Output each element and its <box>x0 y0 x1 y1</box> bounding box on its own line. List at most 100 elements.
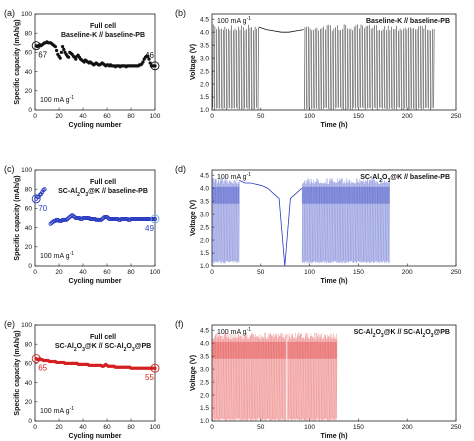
cycling-block <box>301 177 390 264</box>
x-tick-label: 20 <box>55 113 63 120</box>
y-tick-label: 2.5 <box>200 224 209 231</box>
data-point <box>53 45 58 49</box>
x-axis-label: Time (h) <box>320 433 347 440</box>
y-tick-label: 60 <box>25 361 33 368</box>
y-axis-label: Specific capacity (mAh/g) <box>14 175 21 260</box>
y-tick-label: 1.0 <box>200 107 209 114</box>
x-tick-label: 0 <box>33 269 37 276</box>
data-point <box>58 56 62 60</box>
panel-title-line-1: Full cell <box>90 179 116 186</box>
y-tick-label: 20 <box>25 399 33 406</box>
panel-label: (f) <box>175 319 184 329</box>
y-tick-label: 3.0 <box>200 211 209 218</box>
x-tick-label: 100 <box>150 424 161 431</box>
voltage-trace <box>212 24 435 110</box>
y-tick-label: 2.0 <box>200 237 209 244</box>
y-tick-label: 4.0 <box>200 29 209 36</box>
y-tick-label: 100 <box>21 167 32 174</box>
data-point <box>153 366 157 370</box>
y-tick-label: 0 <box>28 107 32 114</box>
voltage-band <box>287 341 337 359</box>
voltage-trace <box>212 332 338 421</box>
y-tick-label: 3.5 <box>200 353 209 360</box>
y-tick-label: 80 <box>25 186 33 193</box>
voltage-trace <box>212 177 390 266</box>
y-tick-label: 3.0 <box>200 55 209 62</box>
data-point <box>62 47 66 52</box>
panel-title: SC-Al2O3@K // baseline-PB <box>360 174 450 184</box>
y-tick-label: 4.5 <box>200 16 209 23</box>
x-tick-label: 40 <box>79 113 87 120</box>
rate-label: 100 mA g-1 <box>217 327 251 336</box>
cycling-block <box>212 332 287 421</box>
panel-label: (b) <box>175 8 186 18</box>
y-tick-label: 40 <box>25 225 33 232</box>
y-tick-label: 4.5 <box>200 327 209 334</box>
x-tick-label: 150 <box>353 424 364 431</box>
data-point <box>146 54 150 58</box>
x-tick-label: 100 <box>150 269 161 276</box>
panel-title-line-2: SC-Al2O3@K // baseline-PB <box>58 188 148 198</box>
start-marker <box>31 354 41 364</box>
rate-label: 100 mA g-1 <box>217 16 251 25</box>
end-marker <box>150 363 160 373</box>
data-point <box>42 187 47 192</box>
x-tick-label: 40 <box>79 269 87 276</box>
x-tick-label: 60 <box>103 113 111 120</box>
x-tick-label: 250 <box>451 269 462 276</box>
y-tick-label: 0 <box>28 263 32 270</box>
rate-label: 100 mA g-1 <box>217 172 251 181</box>
y-tick-label: 4.5 <box>200 172 209 179</box>
y-tick-label: 20 <box>25 88 33 95</box>
x-axis-label: Time (h) <box>320 122 347 129</box>
x-tick-label: 0 <box>33 424 37 431</box>
x-tick-label: 20 <box>55 424 63 431</box>
panel-e: (e) 0 20 40 60 80 100 0 20 40 60 80 100 Cycling numbe… <box>4 319 161 440</box>
start-marker <box>31 194 41 204</box>
x-tick-label: 150 <box>353 113 364 120</box>
cycling-block <box>304 24 435 110</box>
start-marker <box>31 41 41 51</box>
data-point <box>61 45 65 49</box>
data-point <box>148 61 152 65</box>
panel-title-line-2: Baseline-K // baseline-PB <box>61 32 145 39</box>
hold-trace <box>239 180 303 266</box>
panel-label: (e) <box>4 319 15 329</box>
x-tick-label: 50 <box>257 269 265 276</box>
voltage-plot-frame <box>211 324 457 422</box>
x-tick-label: 200 <box>402 113 413 120</box>
y-tick-label: 1.5 <box>200 250 209 257</box>
y-tick-label: 60 <box>25 50 33 57</box>
x-tick-label: 40 <box>79 424 87 431</box>
x-tick-label: 50 <box>257 113 265 120</box>
y-tick-label: 1.5 <box>200 94 209 101</box>
x-tick-label: 200 <box>402 424 413 431</box>
data-point <box>67 55 71 59</box>
y-tick-label: 80 <box>25 30 33 37</box>
y-tick-label: 1.0 <box>200 418 209 425</box>
x-tick-label: 150 <box>353 269 364 276</box>
x-tick-label: 100 <box>304 424 315 431</box>
voltage-band <box>301 186 390 204</box>
x-tick-label: 200 <box>402 269 413 276</box>
y-tick-label: 4.0 <box>200 340 209 347</box>
end-value-label: 46 <box>145 51 154 60</box>
end-marker <box>150 61 160 71</box>
y-axis-label: Specific capacity (mAh/g) <box>14 19 21 104</box>
x-tick-label: 0 <box>33 113 37 120</box>
y-tick-label: 80 <box>25 341 33 348</box>
y-tick-label: 3.5 <box>200 42 209 49</box>
x-tick-label: 0 <box>210 424 214 431</box>
y-tick-label: 2.0 <box>200 392 209 399</box>
x-axis-label: Cycling number <box>69 278 122 285</box>
y-axis-label: Voltage (V) <box>190 44 197 80</box>
cycling-block <box>287 332 338 421</box>
x-tick-label: 100 <box>304 269 315 276</box>
data-point <box>153 64 157 68</box>
y-tick-label: 2.5 <box>200 379 209 386</box>
y-axis-label: Specific capacity (mAh/g) <box>14 330 21 415</box>
x-tick-label: 50 <box>257 424 265 431</box>
panel-f: (f) 0 50 100 150 200 250 1.0 1.5 2.0 2.5 3.0 3.5 4.0 4… <box>175 319 462 440</box>
data-point <box>55 48 59 53</box>
